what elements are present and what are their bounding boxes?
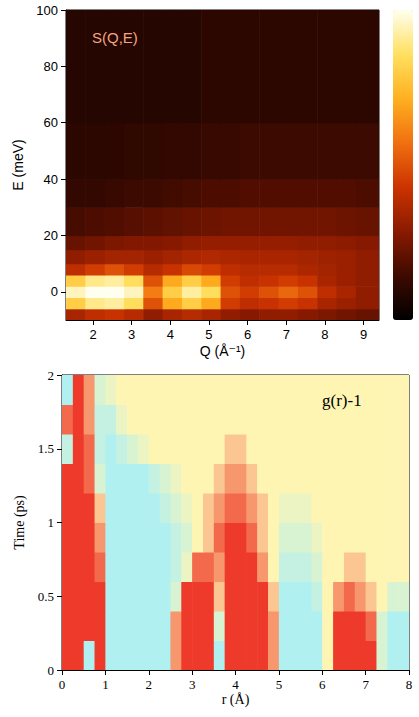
svg-text:7: 7 [283, 327, 290, 342]
svg-text:4: 4 [232, 677, 239, 692]
svg-text:S(Q,E): S(Q,E) [92, 29, 138, 46]
svg-text:1: 1 [48, 515, 55, 530]
svg-text:5: 5 [205, 327, 212, 342]
svg-text:6: 6 [319, 677, 326, 692]
svg-text:Q (Å⁻¹): Q (Å⁻¹) [200, 343, 246, 359]
svg-text:2: 2 [48, 368, 55, 383]
svg-text:100: 100 [36, 3, 58, 18]
svg-text:20: 20 [44, 228, 58, 243]
svg-text:0: 0 [51, 284, 58, 299]
svg-text:2: 2 [89, 327, 96, 342]
svg-text:0.5: 0.5 [38, 589, 54, 604]
svg-text:9: 9 [360, 327, 367, 342]
svg-text:g(r)-1: g(r)-1 [322, 391, 362, 410]
svg-text:2: 2 [146, 677, 153, 692]
svg-text:3: 3 [189, 677, 196, 692]
svg-text:40: 40 [44, 172, 58, 187]
svg-text:3: 3 [128, 327, 135, 342]
svg-text:0: 0 [48, 663, 55, 678]
svg-text:5: 5 [276, 677, 283, 692]
svg-text:6: 6 [244, 327, 251, 342]
svg-text:0: 0 [59, 677, 66, 692]
svg-text:4: 4 [167, 327, 174, 342]
svg-text:7: 7 [362, 677, 369, 692]
svg-text:80: 80 [44, 59, 58, 74]
svg-text:60: 60 [44, 115, 58, 130]
svg-text:1.5: 1.5 [38, 441, 54, 456]
svg-text:Time (ps): Time (ps) [12, 495, 28, 550]
svg-text:r (Å): r (Å) [222, 692, 250, 708]
svg-text:1: 1 [102, 677, 109, 692]
svg-text:E (meV): E (meV) [10, 139, 26, 190]
svg-text:8: 8 [406, 677, 413, 692]
svg-text:8: 8 [321, 327, 328, 342]
